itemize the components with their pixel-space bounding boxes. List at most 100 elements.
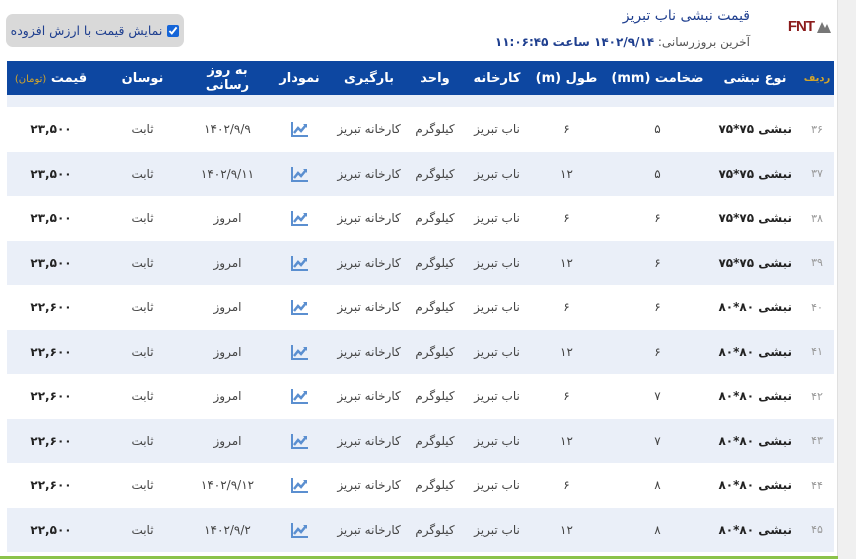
cell-chart bbox=[265, 196, 334, 241]
vat-toggle[interactable]: نمایش قیمت با ارزش افزوده bbox=[6, 14, 184, 47]
logo-text: FNT bbox=[787, 18, 815, 35]
cell-factory: ناب تبریز bbox=[474, 300, 520, 315]
cell-fluctuation: ثابت bbox=[131, 300, 154, 315]
cell-price: ۲۲,۶۰۰ bbox=[30, 478, 72, 493]
col-fluctuation: نوسان bbox=[95, 61, 190, 95]
cell-thickness: ۵ bbox=[605, 151, 710, 196]
cell-factory: ناب تبریز bbox=[466, 240, 528, 285]
cell-loading: کارخانه تبریز bbox=[337, 478, 401, 493]
cell-fluctuation: ثابت bbox=[131, 389, 154, 404]
cell-loading: کارخانه تبریز bbox=[334, 151, 404, 196]
cell-thickness: ۷ bbox=[654, 389, 661, 404]
chart-line-icon[interactable] bbox=[290, 166, 309, 182]
cell-index: ۳۹ bbox=[800, 240, 834, 285]
cell-fluctuation: ثابت bbox=[95, 329, 190, 374]
cell-fluctuation: ثابت bbox=[95, 418, 190, 463]
price-unit: (تومان) bbox=[14, 73, 47, 85]
cell-index: ۴۲ bbox=[811, 389, 823, 403]
table-row: ۴۰ نبشی ۸۰*۸۰ ۶ ۶ ناب تبریز کیلوگرم کارخانه تب… bbox=[7, 285, 834, 330]
cell-chart bbox=[265, 107, 334, 152]
cell-chart bbox=[265, 418, 334, 463]
table-row: ۴۲ نبشی ۸۰*۸۰ ۷ ۶ ناب تبریز کیلوگرم کارخانه تب… bbox=[7, 374, 834, 419]
cell-fluctuation: ثابت bbox=[95, 151, 190, 196]
cell-price: ۲۲,۵۰۰ bbox=[7, 507, 95, 552]
cell-index: ۳۷ bbox=[800, 151, 834, 196]
cell-type: نبشی ۷۵*۷۵ bbox=[710, 240, 800, 285]
cell-fluctuation: ثابت bbox=[131, 211, 154, 226]
cell-price: ۲۲,۶۰۰ bbox=[7, 418, 95, 463]
cell-price: ۲۳,۵۰۰ bbox=[30, 122, 72, 137]
cell-type: نبشی ۸۰*۸۰ bbox=[718, 300, 792, 315]
cell-type: نبشی ۷۵*۷۵ bbox=[718, 211, 792, 226]
cell-factory: ناب تبریز bbox=[466, 151, 528, 196]
cell-length: ۱۲ bbox=[528, 507, 605, 552]
cell-fluctuation: ثابت bbox=[95, 240, 190, 285]
cell-fluctuation: ثابت bbox=[95, 507, 190, 552]
chart-line-icon[interactable] bbox=[290, 255, 309, 271]
table-row: ۴۳ نبشی ۸۰*۸۰ ۷ ۱۲ ناب تبریز کیلوگرم کارخانه ت… bbox=[7, 418, 834, 463]
table-row: ۴۴ نبشی ۸۰*۸۰ ۸ ۶ ناب تبریز کیلوگرم کارخانه تب… bbox=[7, 463, 834, 508]
cell-chart bbox=[265, 329, 334, 374]
cell-unit: کیلوگرم bbox=[415, 211, 455, 226]
cell-unit: کیلوگرم bbox=[404, 418, 466, 463]
chart-line-icon[interactable] bbox=[290, 299, 309, 316]
header-spacer bbox=[7, 95, 834, 107]
table-header: ردیف نوع نبشی ضخامت (mm) طول (m) کارخانه… bbox=[7, 61, 834, 95]
update-label: آخرین بروزرسانی: bbox=[657, 35, 750, 49]
cell-unit: کیلوگرم bbox=[404, 151, 466, 196]
cell-chart bbox=[265, 374, 334, 419]
page-title: قیمت نبشی ناب تبریز bbox=[622, 8, 750, 24]
cell-loading: کارخانه تبریز bbox=[334, 329, 404, 374]
col-factory: کارخانه bbox=[466, 61, 528, 95]
chart-line-icon[interactable] bbox=[290, 388, 309, 405]
cell-thickness: ۶ bbox=[654, 211, 661, 226]
cell-index: ۳۸ bbox=[811, 211, 823, 225]
table-row: ۳۶ نبشی ۷۵*۷۵ ۵ ۶ ناب تبریز کیلوگرم کارخانه تب… bbox=[7, 107, 834, 152]
col-price: قیمت (تومان) bbox=[7, 61, 95, 95]
cell-unit: کیلوگرم bbox=[404, 507, 466, 552]
cell-index: ۴۴ bbox=[811, 478, 823, 492]
chart-line-icon[interactable] bbox=[290, 433, 309, 449]
cell-price: ۲۲,۶۰۰ bbox=[30, 389, 72, 404]
cell-price: ۲۳,۵۰۰ bbox=[7, 240, 95, 285]
cell-thickness: ۶ bbox=[605, 329, 710, 374]
cell-unit: کیلوگرم bbox=[415, 122, 455, 137]
chart-line-icon[interactable] bbox=[290, 477, 309, 494]
cell-chart bbox=[265, 285, 334, 330]
cell-type: نبشی ۸۰*۸۰ bbox=[710, 418, 800, 463]
cell-thickness: ۸ bbox=[654, 478, 661, 493]
page-scrollbar[interactable] bbox=[837, 0, 856, 559]
col-loading: بارگیری bbox=[334, 61, 404, 95]
col-index: ردیف bbox=[800, 61, 834, 95]
cell-loading: کارخانه تبریز bbox=[337, 389, 401, 404]
bottom-bar bbox=[0, 556, 838, 559]
price-table: ردیف نوع نبشی ضخامت (mm) طول (m) کارخانه… bbox=[7, 61, 834, 552]
chart-line-icon[interactable] bbox=[290, 522, 309, 538]
cell-index: ۳۶ bbox=[811, 122, 823, 136]
cell-index: ۴۵ bbox=[800, 507, 834, 552]
chart-line-icon[interactable] bbox=[290, 210, 309, 227]
cell-thickness: ۶ bbox=[605, 240, 710, 285]
chart-line-icon[interactable] bbox=[290, 344, 309, 360]
cell-unit: کیلوگرم bbox=[404, 240, 466, 285]
vat-checkbox[interactable] bbox=[167, 24, 180, 37]
cell-fluctuation: ثابت bbox=[131, 478, 154, 493]
cell-loading: کارخانه تبریز bbox=[334, 418, 404, 463]
update-value: ۱۴۰۲/۹/۱۴ ساعت ۱۱:۰۶:۴۵ bbox=[494, 35, 655, 49]
cell-thickness: ۵ bbox=[654, 122, 661, 137]
cell-index: ۴۰ bbox=[811, 300, 823, 314]
cell-updated: امروز bbox=[213, 211, 242, 226]
cell-price: ۲۳,۵۰۰ bbox=[30, 211, 72, 226]
cell-factory: ناب تبریز bbox=[474, 389, 520, 404]
cell-length: ۶ bbox=[563, 478, 570, 493]
cell-length: ۶ bbox=[563, 300, 570, 315]
col-chart: نمودار bbox=[265, 61, 334, 95]
cell-price: ۲۲,۶۰۰ bbox=[30, 300, 72, 315]
price-label: قیمت bbox=[50, 70, 88, 86]
cell-unit: کیلوگرم bbox=[415, 389, 455, 404]
cell-factory: ناب تبریز bbox=[466, 418, 528, 463]
last-update: آخرین بروزرسانی: ۱۴۰۲/۹/۱۴ ساعت ۱۱:۰۶:۴۵ bbox=[495, 35, 750, 49]
col-thickness: ضخامت (mm) bbox=[605, 61, 710, 95]
chart-line-icon[interactable] bbox=[290, 121, 309, 138]
cell-loading: کارخانه تبریز bbox=[337, 300, 401, 315]
